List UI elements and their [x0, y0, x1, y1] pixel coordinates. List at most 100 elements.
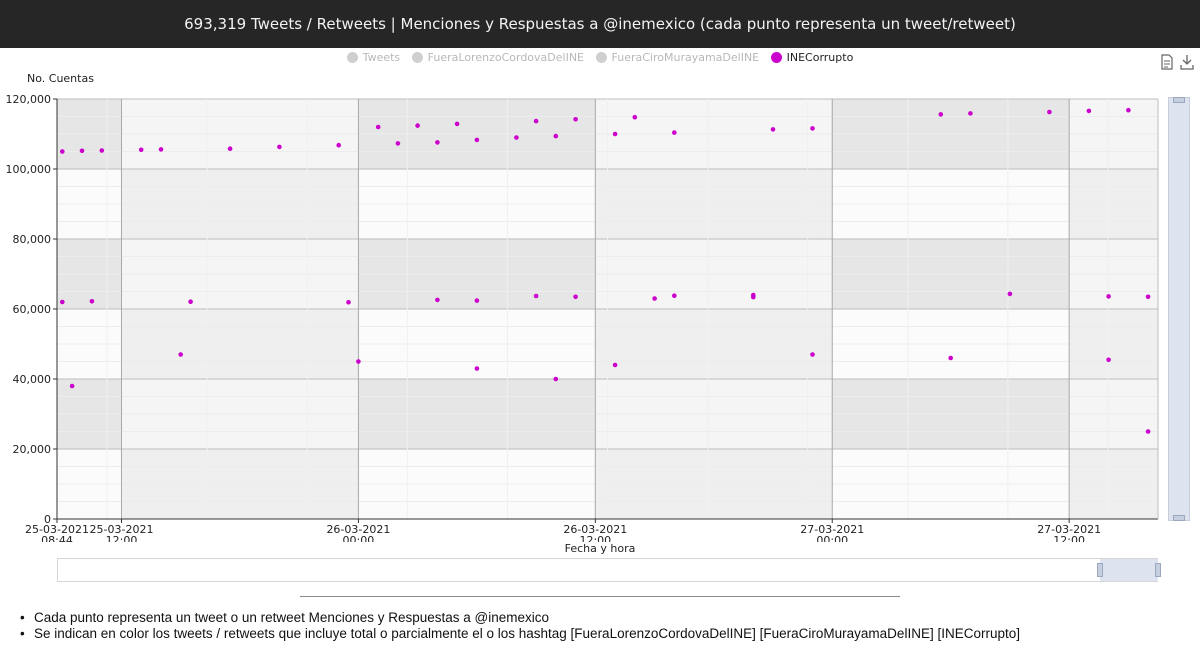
download-icon[interactable] [1180, 54, 1194, 70]
legend-label: FueraLorenzoCordovaDelINE [427, 51, 584, 64]
data-point [1145, 429, 1151, 434]
legend-dot-icon [770, 52, 782, 63]
note-item: Se indican en color los tweets / retweet… [20, 626, 1190, 642]
data-point [69, 383, 75, 389]
data-point [553, 133, 559, 139]
data-point [1126, 107, 1131, 113]
data-point [188, 299, 193, 304]
data-point [395, 141, 401, 146]
data-point [533, 293, 539, 299]
data-point [573, 117, 578, 122]
x-tick-label: 27-03-2021 [1037, 523, 1101, 536]
data-point [751, 292, 756, 298]
data-point [227, 146, 233, 151]
data-point [454, 121, 460, 127]
data-point [79, 148, 85, 154]
legend-label: FueraCiroMurayamaDelINE [611, 51, 760, 64]
data-point [652, 296, 657, 301]
data-point [810, 126, 815, 131]
y-zoom-handle-top[interactable] [1173, 97, 1185, 103]
x-zoom-slider[interactable] [57, 558, 1161, 582]
legend-label: Tweets [362, 51, 401, 64]
data-point [474, 298, 480, 303]
data-point [810, 352, 815, 357]
data-point [356, 359, 361, 364]
x-tick-label: 27-03-2021 [800, 523, 864, 536]
legend-dot-icon [346, 52, 358, 63]
grid-lines [57, 98, 1158, 520]
data-point [474, 366, 480, 371]
data-point [968, 111, 973, 116]
data-point [1145, 294, 1151, 300]
data-point [336, 142, 342, 148]
data-point [435, 140, 440, 145]
notes-list: Cada punto representa un tweet o un retw… [20, 610, 1190, 642]
data-view-icon[interactable] [1160, 54, 1174, 70]
data-point [1086, 108, 1092, 114]
x-zoom-window[interactable] [1097, 559, 1161, 581]
data-point [632, 114, 638, 120]
x-tick-label: 00:00 [816, 534, 848, 542]
data-point [138, 147, 144, 153]
data-point [277, 144, 282, 150]
data-point [346, 300, 351, 305]
x-axis-label: Fecha y hora [564, 542, 636, 555]
x-tick-label: 25-03-2021 [25, 523, 89, 536]
y-axis-label: No. Cuentas [27, 72, 94, 85]
data-point [60, 299, 65, 305]
data-point [612, 362, 618, 368]
chart-title: 693,319 Tweets / Retweets | Menciones y … [0, 0, 1200, 48]
legend-dot-icon [595, 52, 607, 63]
x-tick-label: 12:00 [106, 534, 138, 542]
data-point [89, 299, 95, 304]
y-zoom-slider[interactable] [1168, 97, 1190, 521]
data-point [533, 118, 539, 124]
y-tick-label: 0 [44, 513, 51, 526]
y-tick-label: 120,000 [6, 93, 52, 106]
x-tick-label: 26-03-2021 [326, 523, 390, 536]
data-point [553, 376, 559, 382]
data-point [435, 297, 440, 303]
legend-label: INECorrupto [786, 51, 854, 64]
legend-dot-icon [411, 52, 423, 63]
y-tick-label: 40,000 [13, 373, 52, 386]
data-point [1007, 291, 1013, 297]
data-point [178, 352, 183, 357]
data-point [770, 127, 776, 132]
data-point [573, 294, 578, 300]
x-tick-label: 26-03-2021 [563, 523, 627, 536]
legend-item-fuera-lorenzo[interactable]: FueraLorenzoCordovaDelINE [411, 51, 584, 64]
y-tick-label: 60,000 [13, 303, 52, 316]
scatter-chart: 0 20,000 40,000 60,000 80,000 100,000 120,000 2… [6, 93, 1159, 542]
x-tick-label: 00:00 [343, 534, 375, 542]
legend-item-inecorrupto[interactable]: INECorrupto [770, 51, 854, 64]
legend-item-fuera-ciro[interactable]: FueraCiroMurayamaDelINE [595, 51, 760, 64]
data-point [99, 148, 105, 153]
tick-labels: 0 20,000 40,000 60,000 80,000 100,000 120,000 2… [6, 93, 1102, 542]
legend: Tweets FueraLorenzoCordovaDelINE FueraCi… [0, 51, 1200, 67]
data-point [514, 135, 519, 140]
note-item: Cada punto representa un tweet o un retw… [20, 610, 1190, 626]
x-zoom-handle-left[interactable] [1097, 563, 1103, 577]
y-tick-label: 100,000 [6, 163, 52, 176]
x-zoom-handle-right[interactable] [1155, 563, 1161, 577]
data-point [158, 147, 164, 152]
x-tick-label: 12:00 [579, 534, 611, 542]
data-points [60, 107, 1151, 434]
x-tick-label: 12:00 [1053, 534, 1085, 542]
data-point [1106, 357, 1111, 363]
y-zoom-handle-bottom[interactable] [1173, 515, 1185, 521]
y-tick-label: 80,000 [13, 233, 52, 246]
x-tick-label: 25-03-2021 [90, 523, 154, 536]
data-point [938, 112, 944, 117]
data-point [672, 293, 677, 298]
x-tick-label: 08:44 [41, 534, 73, 542]
y-tick-label: 20,000 [13, 443, 52, 456]
divider [300, 596, 900, 597]
legend-item-tweets[interactable]: Tweets [346, 51, 401, 64]
data-point [474, 137, 480, 143]
data-point [672, 130, 677, 135]
data-point [375, 124, 381, 130]
data-point [60, 149, 65, 154]
data-point [948, 355, 953, 361]
